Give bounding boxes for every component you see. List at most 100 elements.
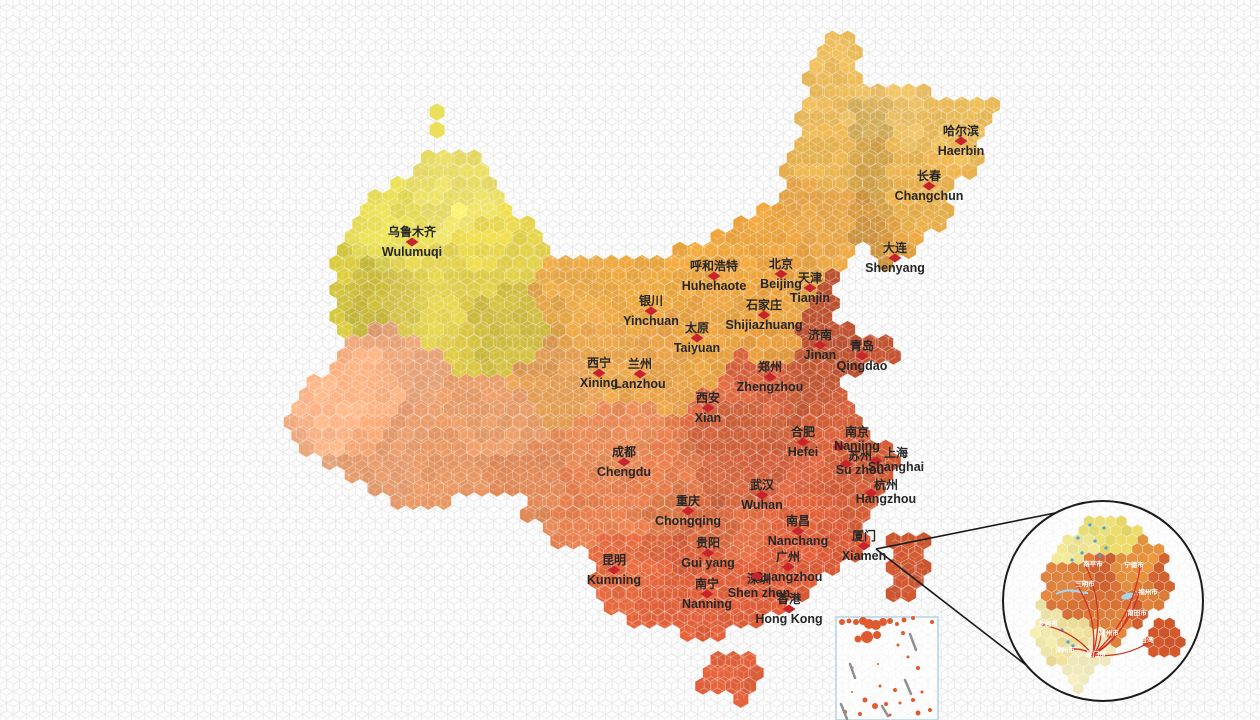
city-xian[interactable]: 西安 Xian	[695, 390, 721, 425]
city-marker-diamond[interactable]	[839, 459, 853, 469]
city-marker-diamond[interactable]	[855, 351, 869, 361]
city-shenyang[interactable]: 大连 Shenyang	[865, 240, 925, 275]
south-china-sea-inset	[835, 616, 939, 720]
city-name-en: Hefei	[788, 445, 819, 459]
city-marker-diamond[interactable]	[791, 526, 805, 536]
city-name-zh: 西宁	[587, 355, 611, 370]
inset-city-label[interactable]: 厦门市	[1086, 649, 1106, 658]
city-chengdu[interactable]: 成都 Chengdu	[597, 444, 651, 479]
city-hefei[interactable]: 合肥 Hefei	[788, 424, 819, 459]
city-marker-diamond[interactable]	[954, 136, 968, 146]
city-nanning[interactable]: 南宁 Nanning	[682, 576, 732, 611]
city-marker-diamond[interactable]	[750, 571, 764, 581]
city-marker-diamond[interactable]	[633, 369, 647, 379]
island-dot	[851, 691, 853, 693]
city-marker-diamond[interactable]	[864, 488, 878, 498]
city-marker-diamond[interactable]	[781, 562, 795, 572]
city-marker-diamond[interactable]	[607, 565, 621, 575]
city-name-zh: 西安	[696, 390, 720, 405]
city-lanzhou[interactable]: 兰州 Lanzhou	[614, 356, 665, 391]
inset-city-label[interactable]: 三明市	[1075, 579, 1095, 588]
city-marker-diamond[interactable]	[813, 340, 827, 350]
inset-city-label[interactable]: 宁德市	[1124, 560, 1144, 569]
city-marker-diamond[interactable]	[681, 506, 695, 516]
city-name-en: Hong Kong	[755, 612, 822, 626]
city-xining[interactable]: 西宁 Xining	[580, 355, 618, 390]
city-changchun[interactable]: 长春 Changchun	[895, 168, 964, 203]
inset-city-label[interactable]: 福州市	[1137, 587, 1158, 596]
city-wuhan[interactable]: 武汉 Wuhan	[741, 477, 782, 512]
city-marker-diamond[interactable]	[832, 442, 846, 452]
city-nanchang[interactable]: 南昌 Nanchang	[768, 513, 828, 548]
city-yinchuan[interactable]: 银川 Yinchuan	[623, 293, 679, 328]
island-dot	[861, 631, 873, 643]
city-marker-diamond[interactable]	[405, 237, 419, 247]
city-dot	[1075, 583, 1079, 587]
city-name-zh: 济南	[808, 327, 832, 342]
city-marker-diamond[interactable]	[796, 437, 810, 447]
city-taiyuan[interactable]: 太原 Taiyuan	[674, 320, 720, 355]
city-marker-diamond[interactable]	[592, 368, 606, 378]
city-tianjin[interactable]: 天津 Tianjin	[790, 270, 830, 305]
city-name-zh: 乌鲁木齐	[388, 224, 437, 239]
city-dot	[1137, 591, 1141, 595]
city-guiyang[interactable]: 贵阳 Gui yang	[681, 535, 734, 570]
city-name-zh: 兰州	[628, 356, 652, 371]
city-chongqing[interactable]: 重庆 Chongqing	[655, 493, 721, 528]
city-marker-diamond[interactable]	[644, 306, 658, 316]
inset-city-label[interactable]: 南平市	[1083, 559, 1103, 568]
city-zhengzhou[interactable]: 郑州 Zhengzhou	[737, 359, 804, 394]
city-haerbin[interactable]: 哈尔滨 Haerbin	[938, 123, 985, 158]
city-wulumuqi[interactable]: 乌鲁木齐 Wulumuqi	[382, 224, 442, 259]
city-marker-diamond[interactable]	[690, 333, 704, 343]
island-dot	[916, 666, 920, 670]
city-marker-diamond[interactable]	[707, 271, 721, 281]
city-name-en: Lanzhou	[614, 377, 665, 391]
island-dot	[930, 620, 934, 624]
city-name-zh: 青岛	[850, 338, 874, 353]
city-kunming[interactable]: 昆明 Kunming	[587, 553, 641, 587]
city-dot	[1084, 564, 1088, 568]
city-marker-diamond[interactable]	[869, 456, 883, 466]
city-marker-diamond[interactable]	[617, 457, 631, 467]
city-marker-diamond[interactable]	[922, 181, 936, 191]
city-shijiazhuang[interactable]: 石家庄 Shijiazhuang	[725, 297, 802, 332]
city-marker-diamond[interactable]	[700, 589, 714, 599]
city-hongkong[interactable]: 香港 Hong Kong	[755, 591, 822, 626]
city-guangzhou[interactable]: 广州 Guangzhou	[754, 549, 823, 584]
city-marker-diamond[interactable]	[857, 541, 871, 551]
inset-city-label[interactable]: 泉州市	[1099, 628, 1119, 637]
city-shenzhen[interactable]: 深圳Shen zhen	[728, 571, 791, 600]
city-qingdao[interactable]: 青岛 Qingdao	[837, 338, 888, 373]
city-name-zh: 合肥	[791, 424, 815, 439]
city-jinan[interactable]: 济南 Jinan	[804, 327, 837, 362]
inset-city-label[interactable]: 龙岩市	[1037, 619, 1058, 628]
city-marker-diamond[interactable]	[782, 604, 796, 614]
city-xiamen[interactable]: 厦门 Xiamen	[842, 528, 886, 563]
island-dot	[898, 701, 902, 705]
city-beijing[interactable]: 北京 Beijing	[760, 256, 802, 291]
inset-blue-dot	[1080, 551, 1084, 555]
city-name-zh: 大连	[883, 240, 908, 255]
city-marker-diamond[interactable]	[763, 372, 777, 382]
flight-line	[1076, 584, 1095, 656]
city-huhehaote[interactable]: 呼和浩特 Huhehaote	[682, 258, 747, 293]
sea-boundary-dash	[839, 702, 849, 720]
city-name-en: Nanjing	[834, 439, 880, 453]
inset-city-label[interactable]: 漳州市	[1055, 645, 1075, 654]
inset-city-label[interactable]: 台湾	[1141, 635, 1155, 644]
city-marker-diamond[interactable]	[701, 548, 715, 558]
island-dot	[872, 703, 878, 709]
inset-city-label[interactable]: 莆田市	[1127, 608, 1147, 617]
city-marker-diamond[interactable]	[701, 403, 715, 413]
city-marker-diamond[interactable]	[757, 310, 771, 320]
city-marker-diamond[interactable]	[803, 283, 817, 293]
city-marker-diamond[interactable]	[755, 490, 769, 500]
city-marker-diamond[interactable]	[888, 253, 902, 263]
city-marker-diamond[interactable]	[774, 269, 788, 279]
